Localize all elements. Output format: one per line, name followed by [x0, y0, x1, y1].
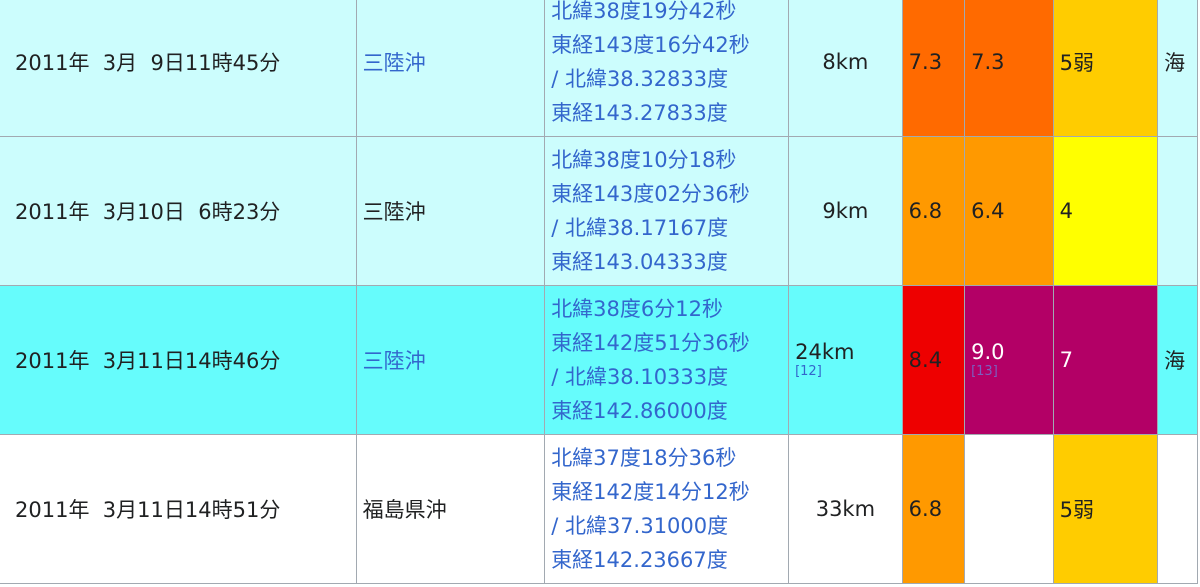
mj-value: 6.8 [908, 199, 943, 223]
mw-value: 9.0 [971, 340, 1005, 364]
coordinate-line[interactable]: 東経142度14分12秒 [551, 480, 750, 504]
coordinates-cell: 北緯38度6分12秒東経142度51分36秒 / 北緯38.10333度 東経142… [544, 285, 790, 435]
date-text: 2011年 3月11日14時46分 [15, 349, 281, 373]
tsunami-cell [1157, 434, 1198, 584]
depth-value: 8km [822, 50, 869, 74]
mj-value: 7.3 [908, 50, 943, 74]
coordinate-line[interactable]: 東経142度51分36秒 [551, 331, 750, 355]
mw-cell [964, 434, 1054, 584]
region-link[interactable]: 三陸沖 [362, 51, 426, 75]
region-link: 福島県沖 [362, 498, 447, 522]
coordinate-line[interactable]: 東経143度02分36秒 [551, 182, 750, 206]
mj-value: 6.8 [908, 497, 943, 521]
coordinate-line[interactable]: 北緯38度10分18秒 [551, 148, 737, 172]
reference-link[interactable]: [13] [971, 364, 998, 379]
region-cell: 三陸沖 [355, 0, 546, 137]
mw-cell: 7.3 [964, 0, 1054, 137]
coordinates-cell: 北緯38度19分42秒 東経143度16分42秒 / 北緯38.32833度 東経14… [544, 0, 790, 137]
depth-cell: 24km [12] [788, 285, 903, 435]
tsunami-cell [1157, 136, 1198, 286]
coordinate-line[interactable]: / 北緯38.10333度 [551, 365, 729, 389]
intensity-value: 4 [1059, 199, 1073, 223]
mw-cell: 9.0 [13] [964, 285, 1054, 435]
reference-link[interactable]: [12] [795, 364, 822, 379]
table-row: 2011年 3月10日 6時23分 三陸沖 北緯38度10分18秒 東経143度02分… [0, 136, 1198, 286]
intensity-cell: 4 [1052, 136, 1159, 286]
region-cell: 三陸沖 [355, 136, 546, 286]
depth-cell: 9km [788, 136, 903, 286]
table-row: 2011年 3月 9日11時45分 三陸沖 北緯38度19分42秒 東経143度16分… [0, 0, 1198, 137]
date-cell: 2011年 3月 9日11時45分 [0, 0, 357, 137]
date-text: 2011年 3月11日14時51分 [15, 498, 281, 522]
depth-value: 24km [795, 340, 855, 364]
coordinate-line[interactable]: 東経142.86000度 [551, 399, 728, 423]
coordinate-line[interactable]: / 北緯38.17167度 [551, 216, 729, 240]
mw-value: 7.3 [971, 50, 1005, 74]
date-text: 2011年 3月 9日11時45分 [15, 51, 281, 75]
tsunami-text: 海 [1164, 349, 1186, 373]
coordinate-line[interactable]: 北緯38度6分12秒 [551, 297, 723, 321]
coordinate-line[interactable]: 東経142.23667度 [551, 548, 728, 572]
coordinates-cell: 北緯37度18分36秒 東経142度14分12秒 / 北緯37.31000度 東経14… [544, 434, 790, 584]
depth-value: 9km [822, 199, 869, 223]
depth-cell: 33km [788, 434, 903, 584]
region-link[interactable]: 三陸沖 [362, 349, 426, 373]
region-link: 三陸沖 [362, 200, 426, 224]
intensity-cell: 5弱 [1052, 434, 1159, 584]
mw-value: 6.4 [971, 199, 1005, 223]
intensity-value: 7 [1059, 348, 1073, 372]
intensity-value: 5弱 [1059, 498, 1094, 522]
coordinate-line[interactable]: / 北緯37.31000度 [551, 514, 729, 538]
tsunami-text: 海 [1164, 51, 1186, 75]
table-row: 2011年 3月11日14時51分 福島県沖 北緯37度18分36秒 東経142度14… [0, 434, 1198, 584]
tsunami-cell: 海 [1157, 285, 1198, 435]
coordinate-line[interactable]: 東経143.27833度 [551, 101, 728, 125]
coordinate-line[interactable]: / 北緯38.32833度 [551, 67, 729, 91]
coordinate-line[interactable]: 東経143.04333度 [551, 250, 728, 274]
table-row: 2011年 3月11日14時46分 三陸沖 北緯38度6分12秒東経142度51分3… [0, 285, 1198, 435]
date-cell: 2011年 3月11日14時51分 [0, 434, 357, 584]
intensity-cell: 5弱 [1052, 0, 1159, 137]
mj-value: 8.4 [908, 348, 943, 372]
coordinate-line[interactable]: 北緯37度18分36秒 [551, 446, 737, 470]
date-text: 2011年 3月10日 6時23分 [15, 200, 281, 224]
intensity-cell: 7 [1052, 285, 1159, 435]
coordinates-cell: 北緯38度10分18秒 東経143度02分36秒 / 北緯38.17167度 東経14… [544, 136, 790, 286]
mj-cell: 7.3 [901, 0, 966, 137]
date-cell: 2011年 3月11日14時46分 [0, 285, 357, 435]
date-cell: 2011年 3月10日 6時23分 [0, 136, 357, 286]
mj-cell: 8.4 [901, 285, 966, 435]
depth-value: 33km [815, 497, 876, 521]
mj-cell: 6.8 [901, 434, 966, 584]
intensity-value: 5弱 [1059, 51, 1094, 75]
region-cell: 三陸沖 [355, 285, 546, 435]
region-cell: 福島県沖 [355, 434, 546, 584]
coordinate-line[interactable]: 東経143度16分42秒 [551, 33, 750, 57]
mw-cell: 6.4 [964, 136, 1054, 286]
mj-cell: 6.8 [901, 136, 966, 286]
coordinate-line[interactable]: 北緯38度19分42秒 [551, 0, 737, 23]
depth-cell: 8km [788, 0, 903, 137]
tsunami-cell: 海 [1157, 0, 1198, 137]
